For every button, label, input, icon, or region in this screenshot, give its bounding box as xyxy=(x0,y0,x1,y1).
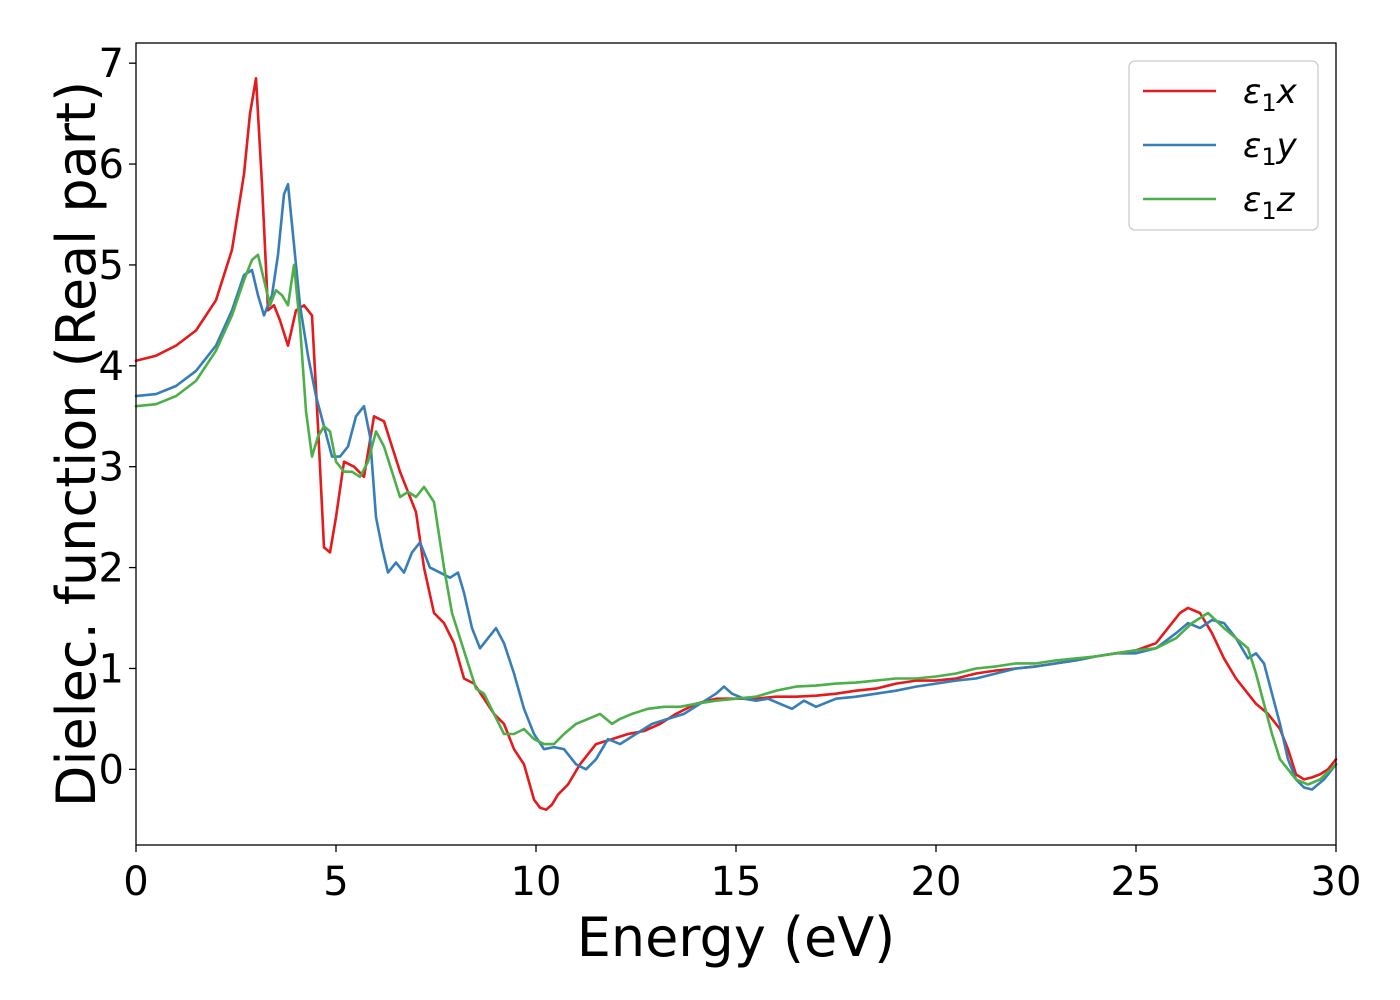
x-tick-label: 30 xyxy=(1311,859,1362,905)
y-tick-label: 2 xyxy=(99,546,124,592)
legend-label-x: ε1x xyxy=(1243,72,1298,117)
series-line-z xyxy=(134,253,1338,786)
x-tick-label: 15 xyxy=(711,859,762,905)
y-tick-label: 7 xyxy=(99,41,124,87)
y-tick-label: 5 xyxy=(99,243,124,289)
legend-label-y: ε1y xyxy=(1243,126,1298,171)
y-axis: 0 1 2 3 4 5 6 7 xyxy=(99,41,136,793)
legend-label-z: ε1z xyxy=(1243,180,1296,225)
series-group xyxy=(134,77,1338,812)
y-axis-title: Dielec. function (Real part) xyxy=(45,81,108,807)
x-axis-title: Energy (eV) xyxy=(577,906,896,969)
y-tick-label: 0 xyxy=(99,747,124,793)
y-tick-label: 4 xyxy=(99,344,124,390)
x-tick-label: 0 xyxy=(123,859,148,905)
x-axis: 0 5 10 15 20 25 30 xyxy=(123,845,1361,905)
y-tick-label: 6 xyxy=(99,142,124,188)
y-tick-label: 1 xyxy=(99,646,124,692)
legend: ε1x ε1y ε1z xyxy=(1128,60,1319,231)
x-tick-label: 5 xyxy=(323,859,348,905)
x-tick-label: 20 xyxy=(911,859,962,905)
legend-frame xyxy=(1128,60,1319,231)
x-tick-label: 25 xyxy=(1111,859,1162,905)
x-tick-label: 10 xyxy=(511,859,562,905)
series-line-x xyxy=(134,77,1338,812)
y-tick-label: 3 xyxy=(99,445,124,491)
